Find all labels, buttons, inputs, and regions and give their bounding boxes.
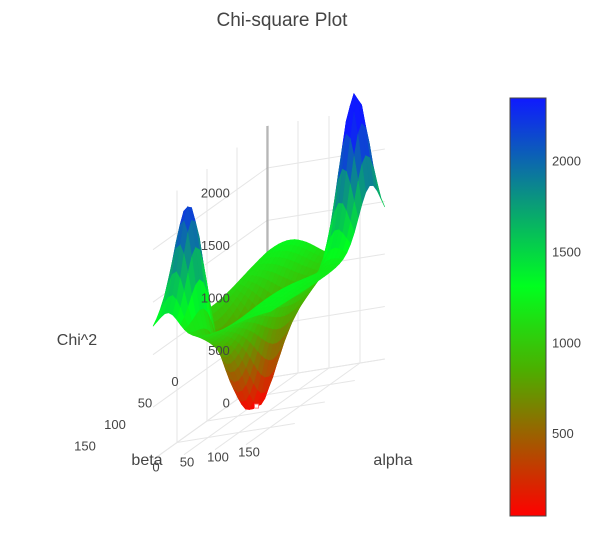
colorbar-bar <box>509 97 547 517</box>
colorbar-tick-label: 1500 <box>552 244 581 259</box>
x-axis-title: alpha <box>373 452 412 469</box>
z-tick-label: 0 <box>223 396 230 411</box>
colorbar-tick-label: 2000 <box>552 154 581 169</box>
z-tick-label: 1500 <box>201 238 230 253</box>
z-axis-title: Chi^2 <box>57 332 98 349</box>
floor-gridline <box>206 401 325 422</box>
y-tick-label: 100 <box>104 417 126 432</box>
y-tick-label: 50 <box>138 396 152 411</box>
x-tick-label: 100 <box>207 450 229 465</box>
z-tick-label: 500 <box>208 343 230 358</box>
colorbar: 500 1000 1500 2000 <box>509 97 581 517</box>
surface-patch <box>266 308 275 313</box>
minimum-marker[interactable] <box>254 403 259 409</box>
surface[interactable] <box>152 92 386 410</box>
colorbar-tick-label: 500 <box>552 426 574 441</box>
floor-gridline <box>176 423 295 443</box>
z-tick-label: 1000 <box>201 291 230 306</box>
chart-title: Chi-square Plot <box>217 10 349 31</box>
x-tick-label: 150 <box>238 445 260 460</box>
floor-gridline <box>183 372 299 456</box>
y-axis-title: beta <box>131 452 162 469</box>
floor-gridline <box>214 367 330 451</box>
wall-gridline <box>266 358 385 379</box>
x-tick-label: 50 <box>180 455 194 470</box>
y-tick-label: 150 <box>74 439 96 454</box>
wall-gridline <box>266 201 385 221</box>
x-tick-label: 0 <box>152 460 159 475</box>
floor-gridline <box>245 362 361 446</box>
colorbar-ticks: 500 1000 1500 2000 <box>552 154 581 442</box>
z-tick-label: 2000 <box>201 186 230 201</box>
colorbar-tick-label: 1000 <box>552 335 581 350</box>
wall-gridline <box>152 167 268 251</box>
y-tick-label: 0 <box>171 374 178 389</box>
